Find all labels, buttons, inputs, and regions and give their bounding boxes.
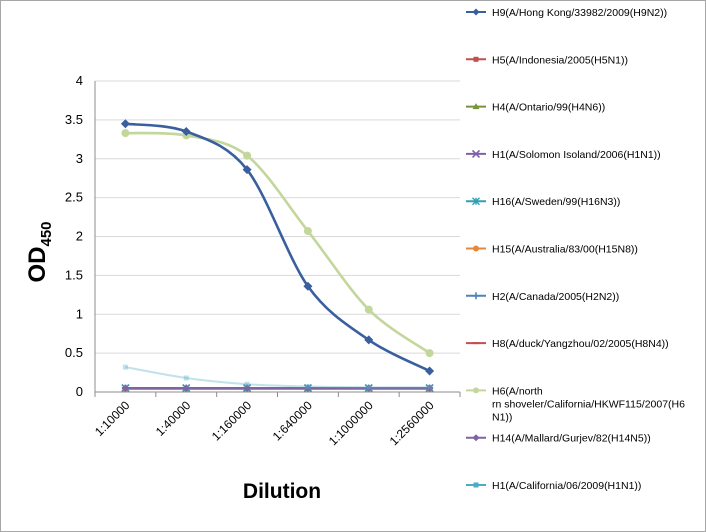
legend-label: H9(A/Hong Kong/33982/2009(H9N2))	[492, 7, 667, 19]
y-axis-label: OD450	[24, 221, 55, 282]
data-point	[122, 364, 128, 370]
data-point	[473, 387, 479, 394]
y-tick-label: 2.5	[65, 190, 83, 205]
data-point	[366, 384, 372, 390]
data-point	[244, 381, 250, 387]
data-point	[181, 127, 191, 137]
legend-item: H14(A/Mallard/Gurjev/82(H14N5))	[466, 433, 651, 445]
data-point	[364, 305, 373, 314]
data-point	[120, 119, 130, 129]
y-tick-label: 0.5	[65, 345, 83, 360]
legend-label: H5(A/Indonesia/2005(H5N1))	[492, 54, 628, 66]
axes	[94, 81, 461, 397]
data-point	[472, 8, 480, 16]
y-tick-labels: 0 0.5 1 1.5 2 2.5 3 3.5 4	[65, 73, 83, 399]
data-point	[473, 56, 479, 62]
x-axis-label: Dilution	[243, 480, 321, 503]
data-point	[364, 335, 374, 345]
legend-label: H6(A/north rn shoveler/California/HKWF115…	[492, 385, 685, 423]
legend-item: H6(A/north rn shoveler/California/HKWF115…	[466, 385, 685, 423]
legend-label: H14(A/Mallard/Gurjev/82(H14N5))	[492, 433, 651, 445]
data-point	[426, 384, 434, 392]
data-point	[305, 384, 311, 390]
data-point	[472, 197, 480, 206]
legend-label: H8(A/duck/Yangzhou/02/2005(H8N4))	[492, 338, 669, 350]
legend-label: H15(A/Australia/83/00(H15N8))	[492, 244, 638, 256]
gridlines	[95, 80, 460, 354]
legend-item: H5(A/Indonesia/2005(H5N1))	[466, 54, 628, 66]
y-tick-label: 0	[76, 384, 83, 399]
legend-label: H1(A/Solomon Isoland/2006(H1N1))	[492, 149, 661, 161]
y-tick-label: 3.5	[65, 112, 83, 127]
y-tick-label: 2	[76, 229, 83, 244]
legend-label: H16(A/Sweden/99(H16N3))	[492, 196, 620, 208]
data-point	[473, 245, 479, 252]
data-point	[243, 384, 251, 392]
data-point	[425, 349, 434, 358]
data-point	[473, 482, 479, 488]
data-point	[472, 292, 480, 300]
data-point	[121, 384, 129, 392]
legend-item: H2(A/Canada/2005(H2N2))	[466, 291, 619, 303]
legend-label: H4(A/Ontario/99(H4N6))	[492, 102, 605, 114]
y-tick-label: 1.5	[65, 267, 83, 282]
legend-item: H16(A/Sweden/99(H16N3))	[466, 196, 620, 208]
series-layer	[120, 119, 435, 393]
data-point	[183, 375, 189, 381]
legend-item: H15(A/Australia/83/00(H15N8))	[466, 244, 638, 256]
data-point	[304, 384, 312, 392]
data-point	[303, 227, 312, 236]
data-point	[472, 434, 480, 442]
legend-label: H2(A/Canada/2005(H2N2))	[492, 291, 619, 303]
legend: H9(A/Hong Kong/33982/2009(H9N2)) H5(A/Ind…	[466, 7, 685, 492]
series-line	[125, 366, 430, 389]
series-9	[121, 384, 434, 392]
legend-item: H4(A/Ontario/99(H4N6))	[466, 102, 605, 114]
data-point	[471, 149, 481, 158]
legend-item: H8(A/duck/Yangzhou/02/2005(H8N4))	[466, 338, 669, 350]
legend-item: H1(A/Solomon Isoland/2006(H1N1))	[466, 149, 661, 161]
data-point	[303, 281, 313, 291]
legend-item: H9(A/Hong Kong/33982/2009(H9N2))	[466, 7, 667, 19]
data-point	[365, 384, 373, 392]
legend-label: H1(A/California/06/2009(H1N1))	[492, 480, 641, 492]
data-point	[243, 151, 252, 160]
series-10	[122, 364, 433, 390]
data-point	[242, 165, 252, 175]
y-tick-label: 3	[76, 151, 83, 166]
data-point	[427, 384, 433, 390]
data-point	[472, 103, 480, 110]
data-point	[425, 366, 435, 376]
y-tick-label: 4	[76, 73, 83, 88]
y-tick-label: 1	[76, 306, 83, 321]
data-point	[182, 384, 190, 392]
series-0	[120, 119, 435, 376]
legend-item: H1(A/California/06/2009(H1N1))	[466, 480, 641, 492]
data-point	[121, 129, 130, 138]
